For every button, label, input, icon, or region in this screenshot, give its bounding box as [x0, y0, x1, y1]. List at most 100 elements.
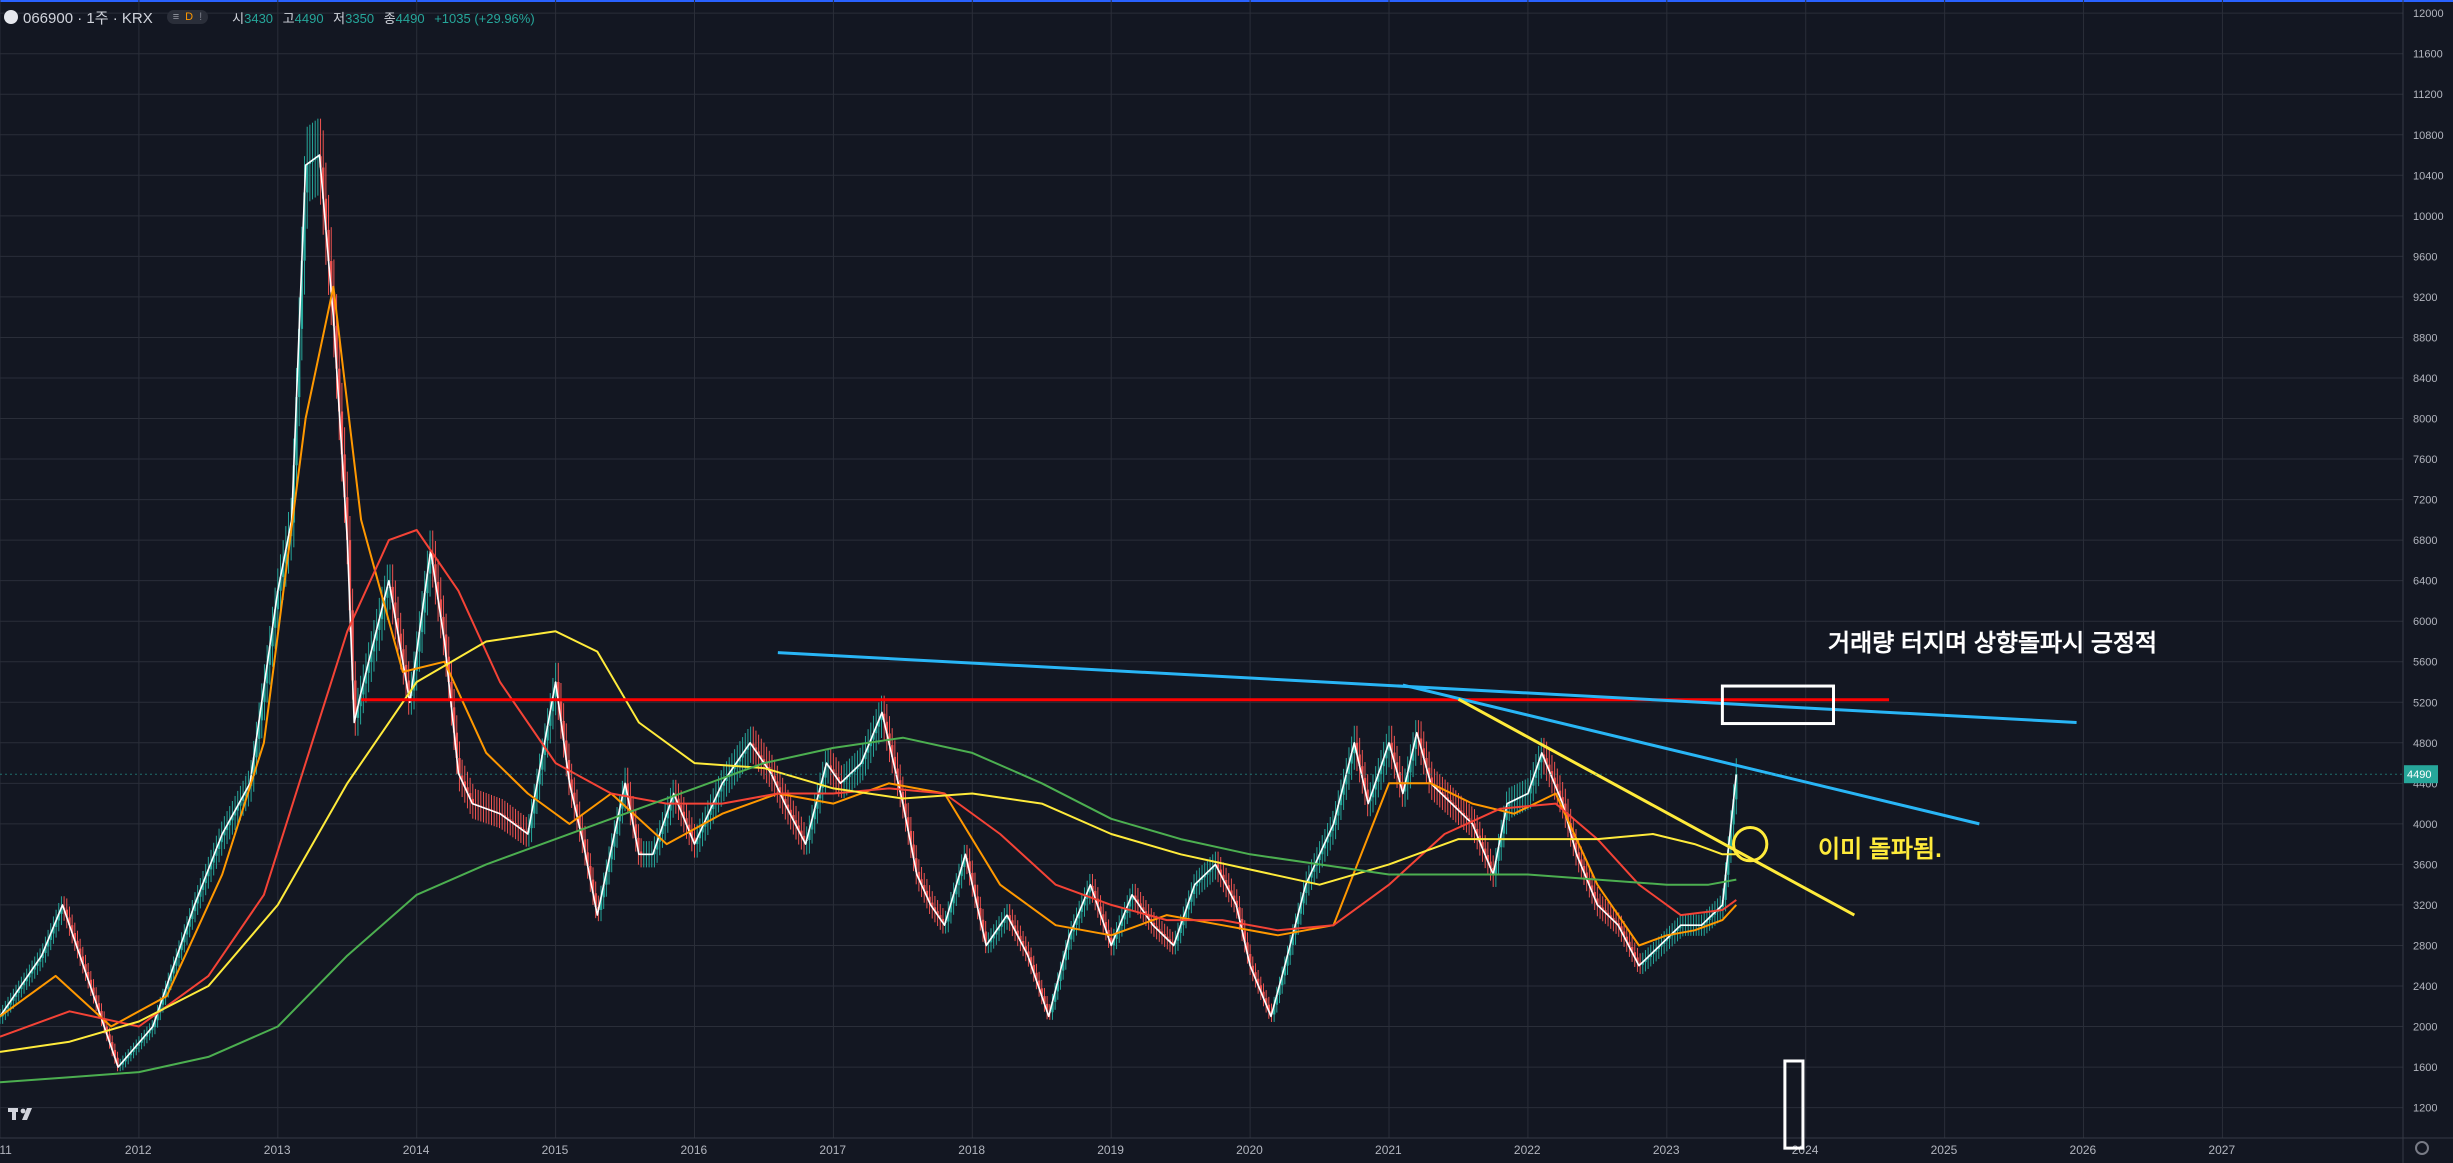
candle-body	[1406, 772, 1409, 785]
candle-body	[808, 829, 811, 840]
candle-body	[786, 804, 790, 810]
candle-body	[666, 810, 669, 819]
candle-body	[733, 765, 736, 770]
candle-body	[1342, 784, 1345, 795]
candle-body	[215, 848, 218, 856]
candle-body	[1727, 849, 1730, 875]
candle-body	[1363, 777, 1367, 790]
candle-body	[1037, 980, 1041, 989]
y-tick-label: 2000	[2413, 1022, 2437, 1034]
candle-body	[73, 932, 76, 941]
candle-body	[1321, 848, 1324, 855]
low-key: 저	[333, 10, 346, 26]
candle-body	[866, 746, 870, 753]
candle-body	[22, 981, 26, 986]
annotation-already-broken[interactable]: 이미 돌파됨.	[1818, 836, 1942, 863]
candle-body	[49, 933, 52, 941]
candle-body	[143, 1036, 146, 1040]
candle-body	[183, 934, 186, 943]
candle-body	[412, 671, 416, 691]
y-tick-label: 6400	[2413, 576, 2437, 588]
annotation-volume-breakout[interactable]: 거래량 터지며 상향돌파시 긍정적	[1828, 630, 2158, 657]
drawing-trendline[interactable]	[1402, 683, 1980, 826]
symbol-title[interactable]: 066900 · 1주 · KRX	[23, 9, 153, 27]
candle-body	[6, 1004, 10, 1009]
price-line	[0, 154, 1738, 1068]
candle-body	[1385, 750, 1388, 759]
candle-body	[30, 969, 34, 974]
candle-body	[17, 989, 20, 994]
candle-body	[305, 164, 309, 193]
candle-body	[1305, 883, 1308, 893]
x-tick-label: 2017	[819, 1143, 846, 1157]
candle-body	[14, 993, 18, 997]
candle-body	[1093, 890, 1097, 899]
candle-body	[102, 1018, 106, 1027]
candle-body	[1313, 865, 1316, 872]
candle-body	[97, 1003, 101, 1011]
candle-body	[239, 800, 242, 806]
drawing-circle[interactable]	[1731, 825, 1769, 863]
candle-body	[549, 711, 552, 726]
drawing-rectangle[interactable]	[1783, 1059, 1805, 1150]
candle-body	[1622, 931, 1626, 937]
drawing-rectangle[interactable]	[1720, 684, 1836, 726]
y-tick-label: 1200	[2413, 1103, 2437, 1115]
candle-body	[423, 593, 426, 613]
candle-body	[754, 747, 758, 752]
candle-body	[1459, 810, 1463, 813]
candle-body	[212, 855, 215, 863]
candle-body	[1056, 981, 1059, 992]
candle-body	[941, 918, 945, 923]
candle-body	[1200, 877, 1204, 880]
candle-body	[741, 753, 744, 758]
candle-body	[655, 841, 659, 850]
y-tick-label: 8800	[2413, 332, 2437, 344]
candle-body	[415, 651, 418, 672]
candle-body	[1558, 790, 1562, 798]
candle-body	[1489, 861, 1492, 869]
candle-body	[322, 167, 325, 199]
candle-body	[1660, 943, 1663, 947]
candle-body	[1272, 1004, 1276, 1015]
indicator-pill[interactable]: ≡ D !	[166, 10, 209, 24]
tradingview-logo-icon[interactable]	[8, 1106, 40, 1122]
last-price-box[interactable]	[2404, 765, 2438, 784]
candle-body	[370, 651, 373, 663]
candle-body	[968, 861, 971, 873]
candle-body	[263, 683, 266, 702]
candle-body	[1454, 805, 1457, 808]
drawing-trendline[interactable]	[777, 651, 2077, 725]
candle-body	[70, 925, 74, 933]
candle-body	[351, 610, 354, 681]
candle-body	[1379, 766, 1383, 774]
candle-body	[1331, 825, 1335, 831]
candle-body	[1540, 754, 1543, 763]
candle-body	[864, 752, 867, 760]
candle-body	[300, 260, 304, 329]
open-key: 시	[232, 10, 245, 26]
candle-body	[231, 815, 234, 821]
y-tick-label: 4000	[2413, 819, 2437, 831]
candle-body	[1142, 907, 1145, 912]
candle-body	[517, 825, 520, 827]
candle-body	[1532, 777, 1535, 786]
candle-body	[1278, 985, 1281, 995]
candle-body	[744, 749, 747, 754]
candle-body	[1280, 975, 1284, 986]
candle-body	[773, 775, 776, 782]
drawing-trendline[interactable]	[1457, 697, 1856, 917]
candle-body	[1147, 915, 1150, 919]
candle-body	[1665, 938, 1669, 942]
candle-body	[159, 1004, 162, 1013]
candle-body	[327, 229, 330, 262]
candle-body	[1561, 797, 1564, 804]
candle-body	[720, 785, 723, 792]
candle-body	[127, 1055, 130, 1059]
candle-body	[1441, 792, 1444, 795]
candle-body	[789, 809, 792, 816]
candle-body	[1401, 781, 1404, 792]
candle-body	[1021, 941, 1025, 947]
settings-gear-icon[interactable]	[2415, 1141, 2429, 1155]
